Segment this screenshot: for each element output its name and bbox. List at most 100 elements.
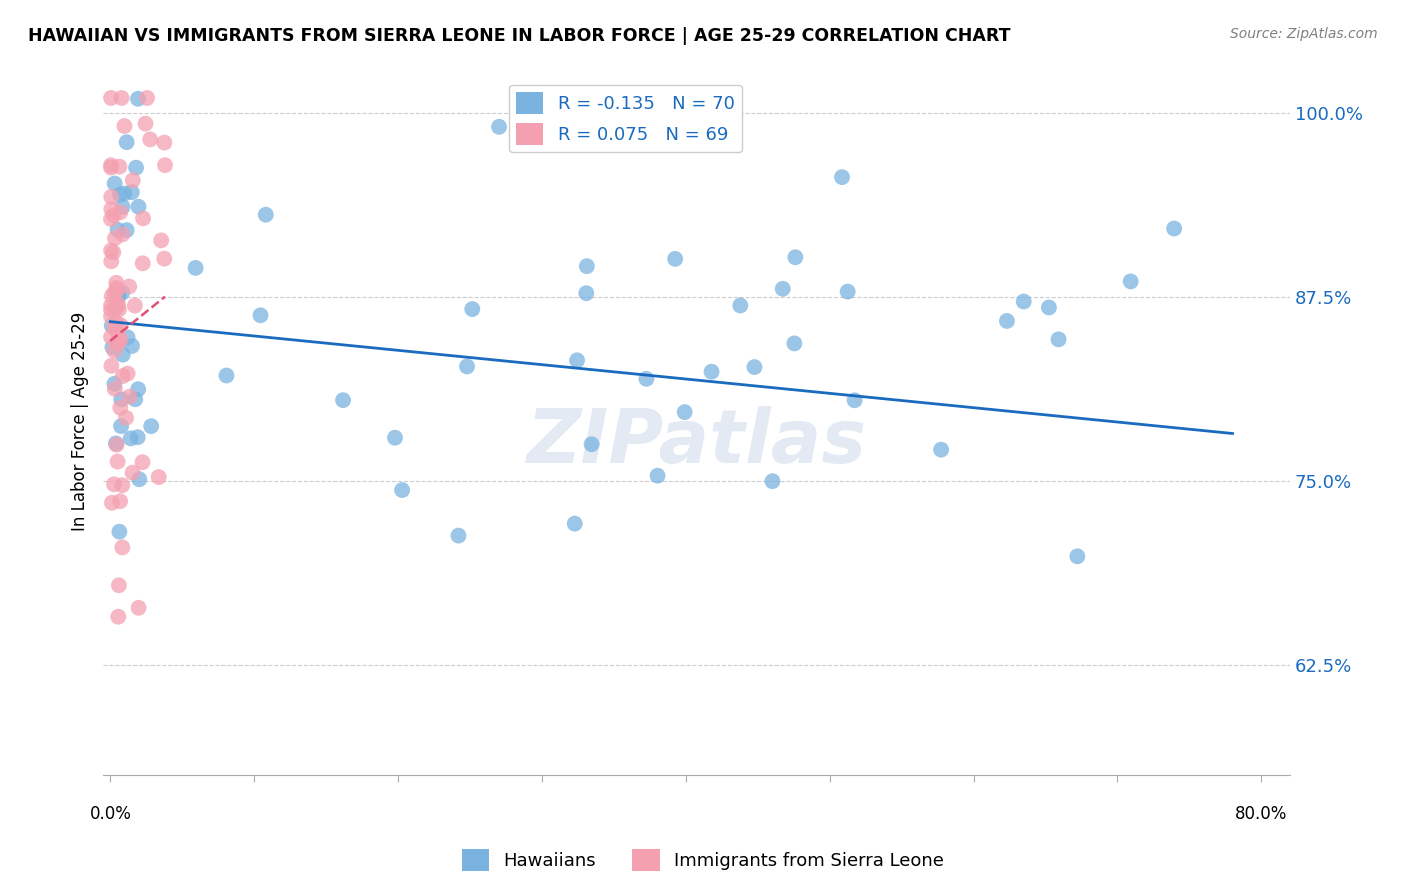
Point	[831, 170, 853, 185]
Point	[121, 185, 143, 199]
Point	[391, 483, 413, 497]
Point	[100, 359, 122, 373]
Point	[103, 343, 125, 358]
Point	[1066, 549, 1088, 564]
Text: HAWAIIAN VS IMMIGRANTS FROM SIERRA LEONE IN LABOR FORCE | AGE 25-29 CORRELATION : HAWAIIAN VS IMMIGRANTS FROM SIERRA LEONE…	[28, 27, 1011, 45]
Point	[581, 437, 603, 451]
Text: 0.0%: 0.0%	[90, 805, 131, 823]
Point	[104, 301, 127, 315]
Point	[108, 187, 131, 202]
Point	[107, 223, 129, 237]
Point	[107, 287, 129, 301]
Point	[105, 281, 128, 295]
Point	[127, 430, 149, 444]
Point	[120, 431, 142, 445]
Point	[761, 474, 783, 488]
Text: Source: ZipAtlas.com: Source: ZipAtlas.com	[1230, 27, 1378, 41]
Point	[575, 259, 598, 273]
Point	[332, 393, 354, 408]
Point	[995, 314, 1018, 328]
Point	[128, 472, 150, 486]
Point	[447, 528, 470, 542]
Point	[111, 200, 134, 214]
Point	[1038, 301, 1060, 315]
Point	[456, 359, 478, 374]
Point	[111, 478, 134, 492]
Point	[575, 286, 598, 301]
Point	[121, 173, 143, 187]
Point	[100, 244, 122, 258]
Point	[100, 254, 122, 268]
Point	[115, 135, 138, 149]
Point	[700, 365, 723, 379]
Point	[134, 117, 156, 131]
Point	[104, 231, 127, 245]
Point	[184, 260, 207, 275]
Point	[114, 119, 136, 133]
Point	[118, 279, 141, 293]
Point	[108, 160, 131, 174]
Point	[110, 318, 132, 333]
Point	[148, 470, 170, 484]
Point	[127, 92, 149, 106]
Point	[132, 211, 155, 226]
Point	[132, 256, 155, 270]
Point	[105, 316, 128, 330]
Y-axis label: In Labor Force | Age 25-29: In Labor Force | Age 25-29	[72, 312, 89, 532]
Point	[141, 419, 163, 434]
Point	[655, 91, 678, 105]
Point	[100, 202, 122, 217]
Point	[111, 369, 134, 384]
Point	[104, 177, 127, 191]
Point	[1163, 221, 1185, 235]
Point	[101, 496, 124, 510]
Point	[108, 302, 131, 317]
Point	[121, 339, 143, 353]
Point	[105, 295, 128, 310]
Point	[564, 516, 586, 531]
Point	[636, 372, 658, 386]
Point	[110, 392, 132, 407]
Point	[844, 393, 866, 408]
Point	[929, 442, 952, 457]
Point	[100, 302, 122, 317]
Point	[783, 336, 806, 351]
Text: ZIPatlas: ZIPatlas	[527, 407, 866, 479]
Point	[254, 208, 277, 222]
Point	[104, 382, 127, 396]
Point	[110, 401, 132, 415]
Point	[101, 340, 124, 354]
Point	[117, 330, 139, 344]
Point	[100, 158, 122, 172]
Point	[384, 431, 406, 445]
Point	[744, 360, 766, 375]
Point	[111, 91, 134, 105]
Point	[121, 466, 143, 480]
Point	[136, 91, 159, 105]
Point	[1047, 332, 1070, 346]
Point	[105, 283, 128, 297]
Point	[107, 609, 129, 624]
Point	[131, 455, 153, 469]
Point	[1119, 274, 1142, 288]
Point	[153, 158, 176, 172]
Point	[128, 200, 150, 214]
Point	[461, 302, 484, 317]
Point	[110, 205, 132, 219]
Point	[108, 524, 131, 539]
Point	[673, 405, 696, 419]
Point	[125, 161, 148, 175]
Point	[105, 324, 128, 338]
Point	[772, 282, 794, 296]
Point	[104, 436, 127, 450]
Point	[100, 318, 122, 333]
Point	[128, 600, 150, 615]
Point	[101, 289, 124, 303]
Point	[115, 223, 138, 237]
Point	[647, 468, 669, 483]
Point	[107, 298, 129, 312]
Point	[111, 348, 134, 362]
Point	[117, 367, 139, 381]
Point	[107, 334, 129, 349]
Point	[103, 245, 125, 260]
